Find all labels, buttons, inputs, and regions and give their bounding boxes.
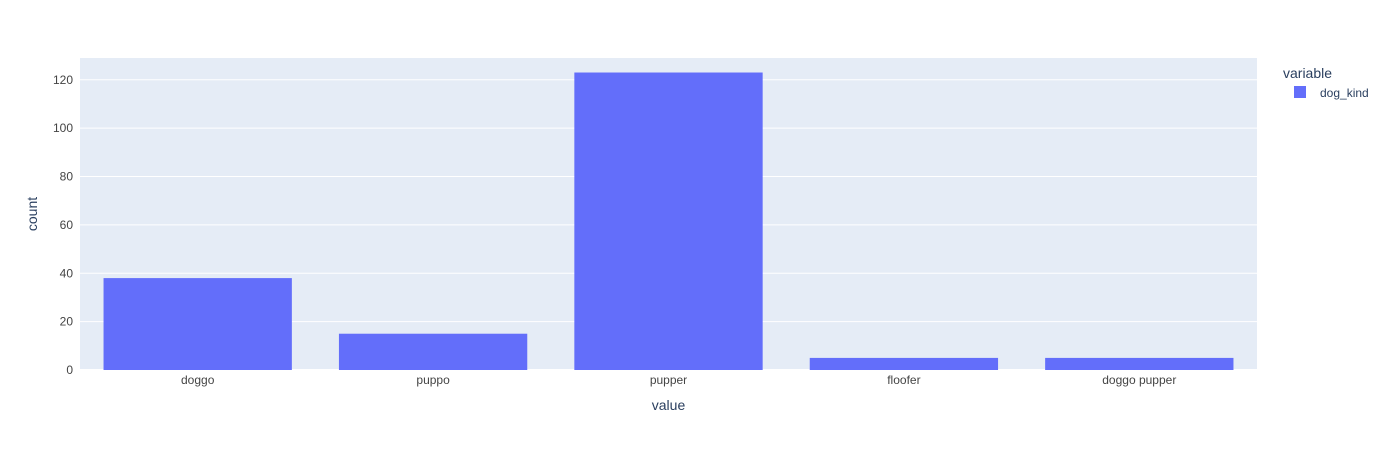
- x-tick-label: floofer: [887, 373, 920, 387]
- bar[interactable]: [809, 357, 999, 370]
- y-tick-label: 40: [60, 266, 74, 280]
- legend-swatch[interactable]: [1294, 86, 1306, 98]
- x-tick-label: doggo pupper: [1102, 373, 1176, 387]
- x-axis-ticks: doggo puppo pupper floofer doggo pupper: [181, 373, 1176, 387]
- legend-title: variable: [1283, 65, 1332, 81]
- y-tick-label: 0: [66, 363, 73, 377]
- bar[interactable]: [103, 278, 292, 370]
- y-tick-label: 80: [60, 170, 74, 184]
- bars: [103, 72, 1234, 370]
- x-axis-title: value: [652, 397, 686, 413]
- bar[interactable]: [1045, 357, 1234, 370]
- x-tick-label: puppo: [416, 373, 450, 387]
- legend-item-label[interactable]: dog_kind: [1320, 86, 1369, 100]
- y-tick-label: 100: [53, 121, 73, 135]
- y-axis-ticks: 0 20 40 60 80 100 120: [53, 73, 73, 377]
- bar[interactable]: [338, 333, 528, 370]
- bar[interactable]: [574, 72, 763, 370]
- y-tick-label: 60: [60, 218, 74, 232]
- y-tick-label: 120: [53, 73, 73, 87]
- legend[interactable]: variable dog_kind: [1283, 65, 1369, 100]
- x-tick-label: doggo: [181, 373, 215, 387]
- y-tick-label: 20: [60, 315, 74, 329]
- x-tick-label: pupper: [650, 373, 687, 387]
- y-axis-title: count: [24, 197, 40, 231]
